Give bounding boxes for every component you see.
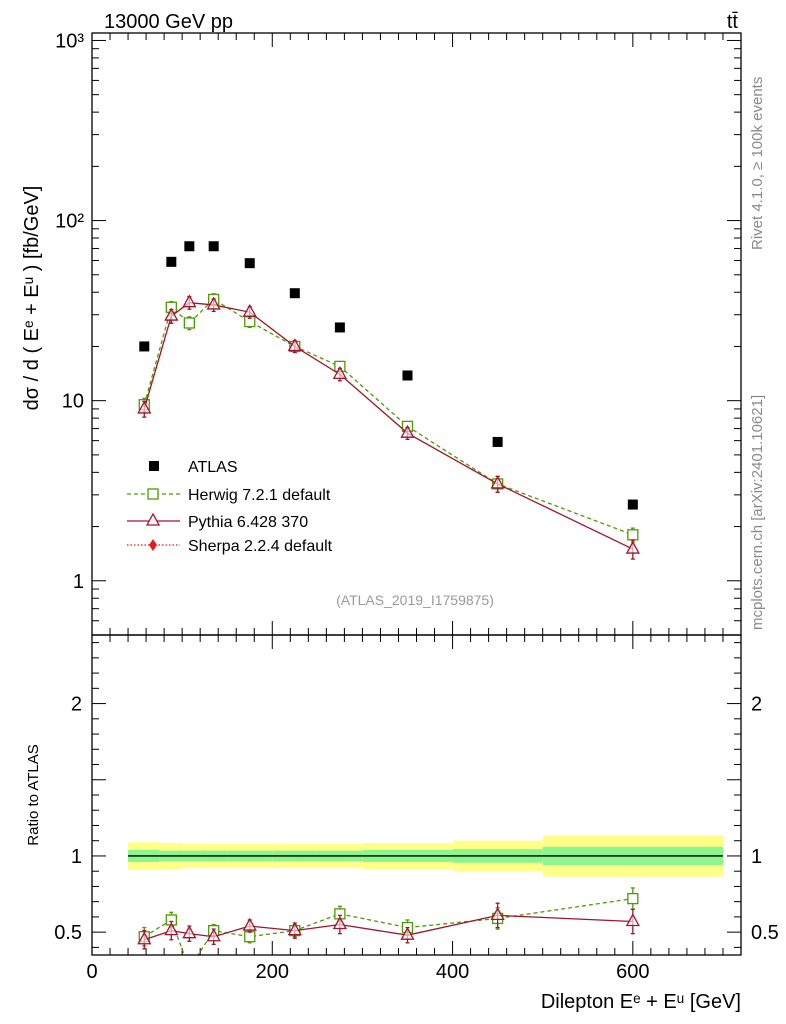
legend-item-herwig: Herwig 7.2.1 default	[127, 487, 331, 504]
herwig-line	[143, 897, 633, 955]
x-tick-label: 0	[86, 961, 97, 983]
herwig-point	[244, 931, 256, 943]
legend-item-pythia: Pythia 6.428 370	[127, 512, 308, 531]
atlas-point	[244, 258, 255, 269]
pythia-ratio-series	[137, 902, 640, 950]
herwig-series	[138, 293, 639, 543]
ratio-y-axis-label: Ratio to ATLAS	[25, 744, 42, 845]
legend-herwig-marker	[147, 488, 159, 500]
atlas-point	[166, 256, 177, 267]
main-axis-ticks	[91, 33, 742, 636]
main-plot-panel: 1 10 10² 10³ dσ / d ( Eᵉ + Eᵘ ) [fb/GeV] (A…	[21, 30, 742, 636]
atlas-point	[208, 241, 219, 252]
rivet-version-label: Rivet 4.1.0, ≥ 100k events	[749, 77, 766, 250]
ratio-y-tick-label: 1	[71, 846, 82, 868]
pythia-point	[400, 424, 415, 438]
pythia-point	[490, 907, 505, 921]
legend: ATLAS Herwig 7.2.1 default Pythia 6.428 …	[127, 459, 333, 555]
atlas-point	[289, 288, 300, 299]
pythia-line	[143, 302, 634, 550]
pythia-point	[242, 917, 257, 931]
main-y-axis-label: dσ / d ( Eᵉ + Eᵘ ) [fb/GeV]	[21, 186, 43, 411]
y-tick-label: 10³	[55, 30, 84, 52]
herwig-point	[627, 529, 639, 541]
pythia-series	[137, 294, 640, 560]
ratio-y-tick-label-right: 1	[751, 846, 762, 868]
process-label: tt̄	[727, 11, 739, 33]
pythia-point	[400, 926, 415, 940]
legend-pythia-label: Pythia 6.428 370	[188, 514, 308, 531]
pythia-point	[490, 475, 505, 489]
ratio-y-tick-label-right: 0.5	[751, 922, 779, 944]
ratio-x-tick-labels: 0 200 400 600	[86, 961, 649, 983]
atlas-point	[184, 241, 195, 252]
legend-atlas-marker	[149, 461, 159, 471]
ratio-y-tick-label-right: 2	[751, 694, 762, 716]
pythia-point	[287, 338, 302, 352]
pythia-point	[164, 307, 179, 321]
x-tick-label: 600	[616, 961, 649, 983]
analysis-tag: (ATLAS_2019_I1759875)	[336, 592, 494, 608]
legend-atlas-label: ATLAS	[188, 459, 238, 476]
atlas-point	[402, 370, 413, 381]
y-tick-label: 10²	[55, 211, 84, 233]
x-tick-label: 400	[436, 961, 469, 983]
pythia-point	[332, 365, 347, 380]
atlas-point	[492, 436, 503, 447]
pythia-point	[625, 540, 640, 554]
pythia-point	[287, 922, 302, 936]
pythia-point	[625, 913, 640, 927]
legend-pythia-marker	[145, 512, 161, 526]
pythia-point	[206, 296, 221, 310]
ratio-plot-panel: 0.5 0.5 1 1 2 2 0 200 400 600 Ratio to ATLAS Dil…	[25, 634, 779, 1013]
x-tick-label: 200	[256, 961, 289, 983]
ratio-axis-ticks	[91, 635, 742, 955]
ratio-y-tick-labels: 0.5 0.5 1 1 2 2	[54, 694, 779, 945]
pythia-point	[182, 925, 197, 939]
pythia-point	[137, 931, 152, 945]
mcplots-source-label: mcplots.cern.ch [arXiv:2401.10621]	[749, 395, 766, 630]
herwig-point	[184, 964, 194, 974]
legend-item-sherpa: Sherpa 2.2.4 default	[127, 538, 333, 555]
ratio-plot-frame	[91, 634, 742, 956]
energy-label: 13000 GeV pp	[104, 11, 233, 33]
legend-sherpa-label: Sherpa 2.2.4 default	[188, 538, 333, 555]
herwig-line	[143, 298, 634, 536]
ratio-y-tick-label: 2	[71, 694, 82, 716]
legend-sherpa-marker	[149, 539, 157, 551]
legend-herwig-label: Herwig 7.2.1 default	[188, 487, 331, 504]
atlas-series	[139, 241, 638, 510]
pythia-point	[242, 303, 257, 317]
herwig-point	[627, 892, 639, 905]
x-axis-label: Dilepton Eᵉ + Eᵘ [GeV]	[541, 991, 741, 1013]
pythia-line	[144, 914, 633, 941]
y-tick-label: 1	[73, 571, 84, 593]
ratio-y-tick-label: 0.5	[54, 922, 82, 944]
legend-item-atlas: ATLAS	[149, 459, 238, 476]
pythia-point	[206, 928, 221, 942]
pythia-point	[164, 922, 179, 936]
pythia-point	[182, 294, 197, 308]
y-tick-label: 10	[62, 391, 84, 413]
herwig-point	[183, 317, 196, 329]
atlas-point	[627, 499, 638, 510]
pythia-point	[137, 400, 152, 414]
main-y-tick-labels: 1 10 10² 10³	[55, 30, 84, 592]
pythia-point	[332, 916, 347, 930]
atlas-point	[139, 341, 150, 352]
atlas-point	[334, 322, 345, 333]
